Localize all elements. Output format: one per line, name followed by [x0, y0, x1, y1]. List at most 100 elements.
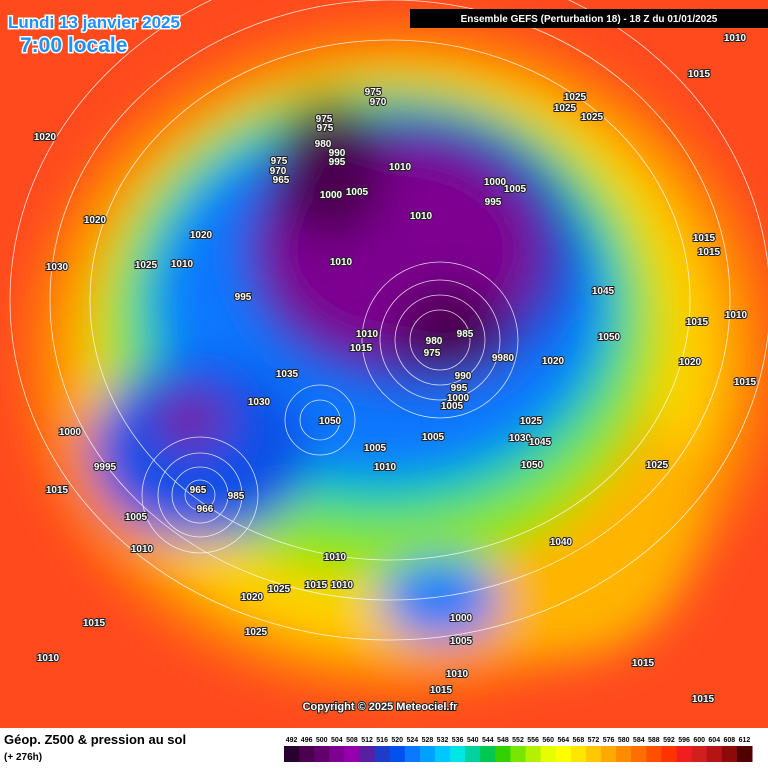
colorbar-label: 528 — [422, 737, 434, 744]
isobar-label: 1015 — [693, 233, 716, 244]
isobar-label: 1005 — [441, 401, 464, 412]
isobar-label: 1005 — [346, 187, 369, 198]
colorbar-label: 604 — [708, 737, 720, 744]
isobar-label: 995 — [485, 197, 502, 208]
colorbar-label: 504 — [331, 737, 343, 744]
colorbar-label: 492 — [286, 737, 298, 744]
color-swatch — [299, 746, 315, 762]
footer-title: Géop. Z500 & pression au sol — [4, 732, 186, 747]
colorbar-label: 556 — [527, 737, 539, 744]
isobar-label: 1020 — [241, 592, 264, 603]
color-swatch — [389, 746, 406, 762]
color-swatch — [540, 746, 557, 762]
isobar-label: 1025 — [135, 260, 158, 271]
colorbar-label: 552 — [512, 737, 524, 744]
isobar-label: 975 — [317, 123, 334, 134]
colorbar-label: 508 — [346, 737, 358, 744]
isobar-label: 1010 — [389, 162, 412, 173]
copyright: Copyright © 2025 Meteociel.fr — [303, 701, 459, 713]
color-swatch — [646, 746, 662, 762]
isobar-label: 965 — [273, 175, 290, 186]
isobar-label: 1015 — [698, 247, 721, 258]
isobar-label: 9980 — [492, 353, 515, 364]
isobar-label: 966 — [197, 504, 214, 515]
isobar-label: 1030 — [248, 397, 271, 408]
isobar-label: 990 — [329, 148, 346, 159]
isobar-label: 1015 — [686, 317, 709, 328]
color-swatch — [359, 746, 376, 762]
color-swatch — [570, 746, 587, 762]
colorbar-label: 496 — [301, 737, 313, 744]
isobar-label: 1020 — [190, 230, 213, 241]
colorbar-label: 592 — [663, 737, 675, 744]
colorbar-label: 548 — [497, 737, 509, 744]
colorbar-label: 576 — [603, 737, 615, 744]
colorbar-label: 588 — [648, 737, 660, 744]
color-swatch — [661, 746, 678, 762]
isobar-label: 1015 — [734, 377, 757, 388]
isobar-label: 1010 — [131, 544, 154, 555]
color-swatch — [721, 746, 738, 762]
isobar-label: 975 — [271, 156, 288, 167]
isobar-label: 975 — [365, 87, 382, 98]
isobar-label: 1040 — [550, 537, 573, 548]
colorbar-label: 608 — [724, 737, 736, 744]
isobar-label: 1050 — [598, 332, 621, 343]
isobar-label: 1030 — [46, 262, 69, 273]
isobar-label: 9995 — [94, 462, 117, 473]
isobar-label: 1010 — [724, 33, 747, 44]
color-swatch — [495, 746, 511, 762]
isobar-label: 1005 — [422, 432, 445, 443]
colorbar-label: 560 — [542, 737, 554, 744]
colorbar-label: 572 — [588, 737, 600, 744]
isobar-label: 1050 — [319, 416, 342, 427]
color-swatch — [404, 746, 421, 762]
isobar-label: 1000 — [484, 177, 507, 188]
isobar-label: 1010 — [330, 257, 353, 268]
color-swatch — [555, 746, 572, 762]
isobar-label: 995 — [451, 383, 468, 394]
colorbar: 492 496 500 504 508 512 516 520 524 528 532 536 540 5… — [284, 737, 753, 762]
isobar-label: 1025 — [581, 112, 604, 123]
color-swatch — [585, 746, 602, 762]
isobar-label: 1015 — [692, 694, 715, 705]
colorbar-label: 564 — [557, 737, 569, 744]
isobar-label: 1010 — [446, 669, 469, 680]
isobar-label: 1050 — [521, 460, 544, 471]
isobar-label: 1025 — [268, 584, 291, 595]
isobar-label: 1015 — [305, 580, 328, 591]
color-swatch — [465, 746, 481, 762]
color-swatch — [706, 746, 723, 762]
isobar-label: 970 — [270, 166, 287, 177]
isobar-label: 1000 — [320, 190, 343, 201]
color-swatch — [510, 746, 527, 762]
colorbar-label: 584 — [633, 737, 645, 744]
isobar-label: 1025 — [554, 103, 577, 114]
colorbar-label: 532 — [437, 737, 449, 744]
isobar-label: 985 — [457, 329, 474, 340]
isobar-label: 1010 — [725, 310, 748, 321]
isobar-labels: 1010101510209759709759759809909959759709… — [33, 32, 758, 706]
isobar-label: 980 — [426, 336, 443, 347]
color-swatch — [525, 746, 542, 762]
color-swatch — [616, 746, 632, 762]
colorbar-label: 544 — [482, 737, 494, 744]
isobar-label: 1005 — [504, 184, 527, 195]
color-swatch — [480, 746, 496, 762]
isobar-label: 1015 — [46, 485, 69, 496]
isobar-label: 1015 — [350, 343, 373, 354]
isobar-label: 1025 — [564, 92, 587, 103]
isobar-label: 995 — [235, 292, 252, 303]
colorbar-label: 520 — [391, 737, 403, 744]
color-swatch — [284, 746, 300, 762]
isobar-label: 1015 — [430, 685, 453, 696]
isobar-label: 975 — [316, 114, 333, 125]
isobar-label: 1020 — [679, 357, 702, 368]
isobar-label: 1015 — [688, 69, 711, 80]
isobar-label: 1000 — [447, 393, 470, 404]
isobar-label: 1010 — [324, 552, 347, 563]
isobar-label: 990 — [455, 371, 472, 382]
isobar-label: 1015 — [632, 658, 655, 669]
